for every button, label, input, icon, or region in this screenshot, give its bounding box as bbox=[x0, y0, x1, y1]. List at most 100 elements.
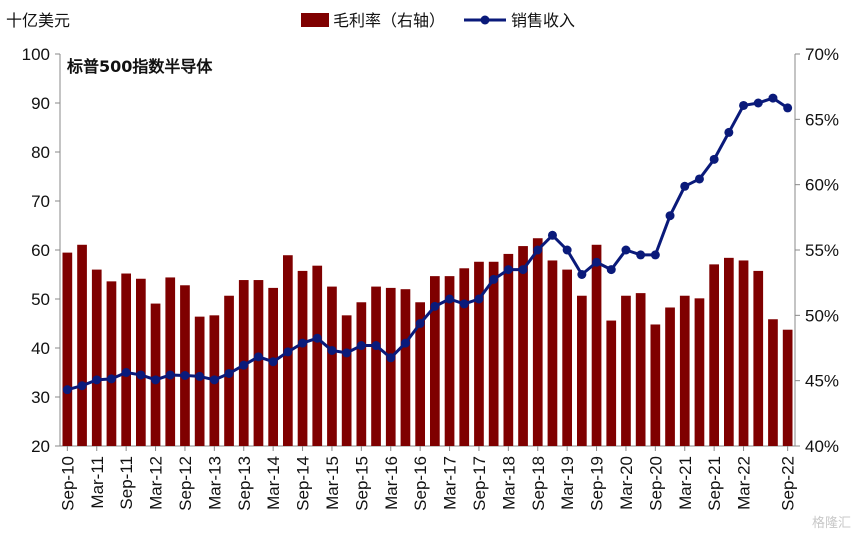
revenue-point bbox=[650, 250, 660, 260]
margin-bar bbox=[738, 260, 749, 446]
margin-bar bbox=[429, 276, 440, 446]
margin-bar bbox=[709, 264, 720, 446]
margin-bar bbox=[91, 269, 102, 446]
revenue-point bbox=[371, 341, 381, 351]
revenue-point bbox=[77, 381, 87, 391]
revenue-point bbox=[636, 250, 646, 260]
revenue-point bbox=[503, 265, 513, 275]
revenue-point bbox=[783, 103, 793, 113]
revenue-point bbox=[342, 348, 352, 358]
revenue-point bbox=[430, 301, 440, 311]
revenue-point bbox=[239, 360, 249, 370]
margin-bar bbox=[576, 295, 587, 446]
left-tick-label: 90 bbox=[31, 94, 50, 113]
margin-bar bbox=[532, 238, 543, 446]
margin-bar bbox=[106, 281, 117, 446]
left-tick-label: 70 bbox=[31, 192, 50, 211]
revenue-point bbox=[518, 265, 528, 275]
x-tick-label: Mar-22 bbox=[735, 456, 754, 510]
x-tick-label: Sep-11 bbox=[117, 456, 136, 510]
right-tick-label: 70% bbox=[805, 45, 839, 64]
revenue-point bbox=[136, 370, 146, 380]
revenue-point bbox=[665, 211, 675, 221]
revenue-point bbox=[327, 345, 337, 355]
revenue-point bbox=[489, 274, 499, 284]
x-tick-label: Mar-21 bbox=[676, 456, 695, 510]
revenue-point bbox=[356, 341, 366, 351]
x-tick-label: Mar-12 bbox=[147, 456, 166, 510]
margin-bar bbox=[459, 268, 470, 446]
margin-bar bbox=[665, 307, 675, 446]
margin-bar bbox=[503, 253, 514, 446]
margin-bar bbox=[723, 257, 734, 446]
revenue-point bbox=[724, 127, 734, 137]
margin-bar bbox=[768, 319, 778, 446]
x-tick-label: Mar-11 bbox=[88, 456, 107, 509]
margin-bar bbox=[341, 315, 352, 446]
revenue-point bbox=[606, 265, 616, 275]
revenue-point bbox=[121, 368, 131, 377]
watermark: 格隆汇 bbox=[812, 515, 851, 531]
margin-bar bbox=[297, 270, 308, 446]
margin-bar bbox=[194, 316, 205, 446]
revenue-point bbox=[694, 174, 704, 184]
revenue-point bbox=[400, 338, 410, 348]
revenue-point bbox=[562, 245, 572, 255]
x-tick-label: Sep-18 bbox=[529, 456, 548, 511]
revenue-line bbox=[66, 96, 789, 392]
x-tick-label: Sep-13 bbox=[235, 456, 254, 511]
margin-bar bbox=[150, 303, 161, 446]
x-tick-label: Mar-18 bbox=[499, 456, 518, 510]
right-tick-label: 60% bbox=[805, 176, 839, 195]
x-tick-label: Mar-20 bbox=[617, 456, 636, 510]
margin-bar bbox=[327, 286, 337, 446]
x-tick-label: Mar-17 bbox=[441, 456, 460, 510]
margin-bar bbox=[415, 302, 426, 446]
margin-bar bbox=[268, 287, 279, 446]
revenue-point bbox=[680, 181, 690, 191]
margin-bar bbox=[782, 329, 793, 446]
right-tick-label: 55% bbox=[805, 241, 839, 260]
right-tick-label: 40% bbox=[805, 437, 839, 456]
x-tick-label: Sep-12 bbox=[176, 456, 195, 511]
axes: 20 30 40 50 60 70 80 90 100 40% 45% 50% 55% 60% 65% 70% bbox=[22, 45, 839, 456]
left-tick-label: 40 bbox=[31, 339, 50, 358]
revenue-point bbox=[268, 357, 278, 367]
legend-bar-label: 毛利率（右轴） bbox=[333, 11, 445, 30]
revenue-point bbox=[312, 333, 322, 343]
margin-bar bbox=[518, 246, 528, 446]
revenue-point bbox=[474, 294, 484, 304]
revenue-point bbox=[283, 347, 293, 357]
margin-bar bbox=[753, 270, 764, 446]
revenue-point bbox=[739, 100, 749, 110]
revenue-point bbox=[533, 245, 543, 255]
right-tick-label: 45% bbox=[805, 372, 839, 391]
x-tick-label: Sep-14 bbox=[294, 456, 313, 511]
margin-bar bbox=[356, 302, 367, 446]
revenue-point bbox=[195, 371, 205, 381]
margin-bar bbox=[400, 289, 411, 446]
margin-bar bbox=[135, 278, 146, 446]
x-tick-label: Mar-13 bbox=[205, 456, 224, 510]
revenue-point bbox=[62, 385, 72, 395]
legend-line-marker bbox=[480, 15, 490, 25]
left-axis-unit: 十亿美元 bbox=[6, 11, 70, 30]
right-tick-label: 50% bbox=[805, 306, 839, 325]
line-series bbox=[62, 93, 793, 395]
revenue-point bbox=[298, 338, 308, 348]
revenue-point bbox=[445, 294, 455, 304]
revenue-point bbox=[592, 257, 602, 267]
left-tick-label: 60 bbox=[31, 241, 50, 260]
left-tick-label: 20 bbox=[31, 437, 50, 456]
x-tick-label: Mar-14 bbox=[264, 456, 283, 510]
revenue-point bbox=[180, 370, 190, 380]
margin-bar bbox=[606, 320, 617, 446]
margin-bar bbox=[77, 244, 87, 446]
x-tick-label: Sep-15 bbox=[352, 456, 371, 511]
revenue-point bbox=[753, 98, 763, 108]
revenue-point bbox=[253, 352, 263, 362]
revenue-point bbox=[224, 368, 234, 378]
x-tick-label: Sep-20 bbox=[646, 456, 665, 511]
x-tick-label: Sep-10 bbox=[58, 456, 77, 511]
x-tick-label: Sep-22 bbox=[779, 456, 798, 511]
